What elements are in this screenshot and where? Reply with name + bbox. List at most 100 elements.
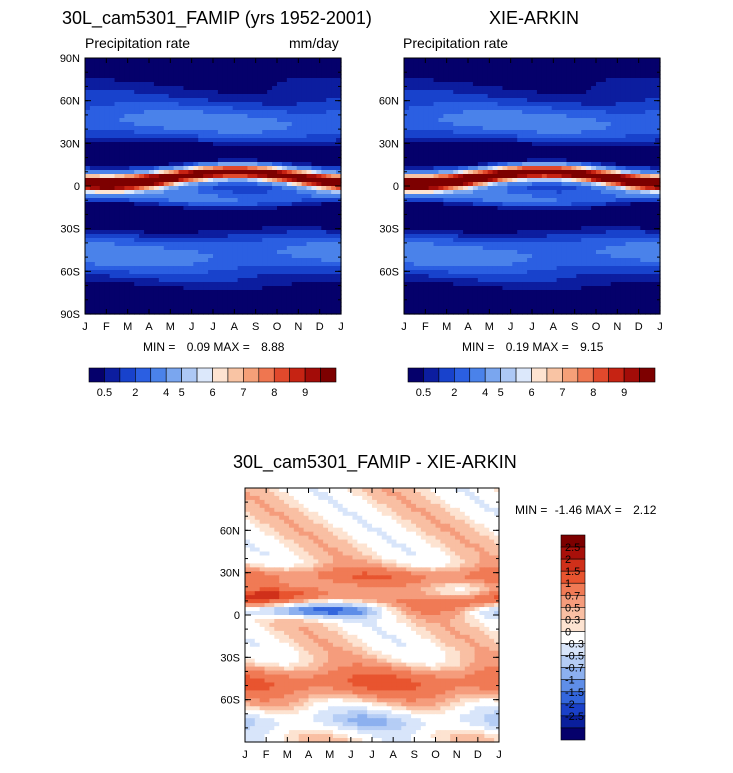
chart2-field-cell	[443, 122, 449, 127]
chart1-field-cell	[267, 266, 273, 271]
chart2-field-cell	[497, 74, 504, 79]
chart1-field-cell	[252, 178, 258, 183]
chart1-field-cell	[257, 202, 263, 207]
chart1-field-cell	[291, 278, 298, 283]
chart1-field-cell	[232, 266, 239, 271]
chart1-field-cell	[193, 230, 199, 235]
chart1-field-cell	[114, 110, 121, 115]
chart1-field-cell	[316, 206, 322, 211]
chart1-field-cell	[124, 190, 130, 195]
chart1-field-cell	[296, 182, 303, 187]
chart1-field-cell	[237, 62, 244, 67]
chart2-field-cell	[630, 90, 636, 95]
chart1-field-cell	[296, 70, 303, 75]
chart1-field-cell	[198, 166, 204, 171]
chart2-field-cell	[561, 146, 568, 151]
chart1-field-cell	[262, 278, 268, 283]
chart1-field-cell	[149, 214, 155, 219]
chart1-field-cell	[262, 206, 268, 211]
chart2-field-cell	[453, 102, 459, 107]
chart1-field-cell	[89, 194, 96, 199]
chart1-field-cell	[168, 214, 175, 219]
chart1-field-cell	[291, 154, 298, 159]
chart1-field-cell	[262, 298, 268, 303]
chart1-field-cell	[267, 290, 273, 295]
chart1-field-cell	[203, 70, 209, 75]
chart2-field-cell	[527, 110, 533, 115]
chart2-field-cell	[600, 70, 607, 75]
chart1-field-cell	[232, 234, 239, 239]
chart2-field-cell	[640, 130, 646, 135]
chart2-field-cell	[443, 102, 449, 107]
chart2-field-cell	[596, 118, 602, 123]
chart2-field-cell	[561, 114, 568, 119]
chart1-field-cell	[213, 178, 219, 183]
chart1-field-cell	[316, 194, 322, 199]
chart2-field-cell	[527, 146, 533, 151]
chart2-min-value: 0.19	[505, 340, 530, 354]
chart1-field-cell	[158, 274, 165, 279]
chart2-field-cell	[576, 118, 582, 123]
chart1-field-cell	[301, 154, 308, 159]
chart2-field-cell	[615, 114, 622, 119]
chart2-field-cell	[556, 130, 563, 135]
chart1-field-cell	[149, 258, 155, 263]
chart1-field-cell	[232, 78, 239, 83]
chart1-field-cell	[168, 90, 175, 95]
chart1-field-cell	[149, 242, 155, 247]
chart1-field-cell	[336, 262, 342, 267]
chart2-field-cell	[448, 118, 454, 123]
chart1-field-cell	[99, 162, 106, 167]
chart1-field-cell	[277, 134, 283, 139]
chart1-field-cell	[252, 190, 258, 195]
chart1-field-cell	[267, 194, 273, 199]
chart1-field-cell	[311, 126, 317, 131]
chart1-field-cell	[119, 90, 125, 95]
chart1-field-cell	[89, 250, 96, 255]
chart1-field-cell	[227, 166, 234, 171]
chart1-field-cell	[277, 206, 283, 211]
chart2-field-cell	[571, 138, 577, 143]
chart1-field-cell	[247, 282, 253, 287]
chart1-field-cell	[153, 290, 160, 295]
chart1-field-cell	[188, 270, 194, 275]
chart1-field-cell	[173, 298, 180, 303]
chart1-field-cell	[336, 138, 342, 143]
chart1-field-cell	[222, 118, 229, 123]
chart2-field-cell	[502, 66, 508, 71]
chart2-field-cell	[546, 154, 553, 159]
chart2-field-cell	[586, 150, 592, 155]
chart1-field-cell	[183, 66, 189, 71]
chart1-field-cell	[291, 270, 298, 275]
chart1-field-cell	[109, 222, 116, 227]
chart1-field-cell	[306, 218, 313, 223]
chart2-field-cell	[527, 90, 533, 95]
chart1-field-cell	[331, 138, 337, 143]
chart1-field-cell	[158, 146, 165, 151]
chart1-field-cell	[85, 290, 91, 295]
chart1-field-cell	[252, 122, 258, 127]
chart1-field-cell	[139, 250, 145, 255]
chart2-field-cell	[428, 166, 435, 171]
chart2-field-cell	[443, 98, 449, 103]
chart2-field-cell	[615, 102, 622, 107]
chart2-field-cell	[615, 158, 622, 163]
chart1-field-cell	[85, 242, 91, 247]
chart1-field-cell	[89, 162, 96, 167]
chart2-field-cell	[581, 110, 587, 115]
chart1-field-cell	[104, 94, 111, 99]
chart1-field-cell	[242, 130, 249, 135]
chart1-field-cell	[109, 130, 116, 135]
chart1-field-cell	[316, 210, 322, 215]
chart2-field-cell	[630, 130, 636, 135]
chart1-field-cell	[237, 186, 244, 191]
chart1-field-cell	[149, 106, 155, 111]
chart1-field-cell	[267, 202, 273, 207]
chart1-field-cell	[173, 310, 180, 315]
chart2-field-cell	[576, 98, 582, 103]
chart1-field-cell	[301, 298, 308, 303]
chart1-field-cell	[232, 198, 239, 203]
chart1-field-cell	[149, 90, 155, 95]
chart1-field-cell	[227, 170, 234, 175]
chart1-field-cell	[168, 150, 175, 155]
